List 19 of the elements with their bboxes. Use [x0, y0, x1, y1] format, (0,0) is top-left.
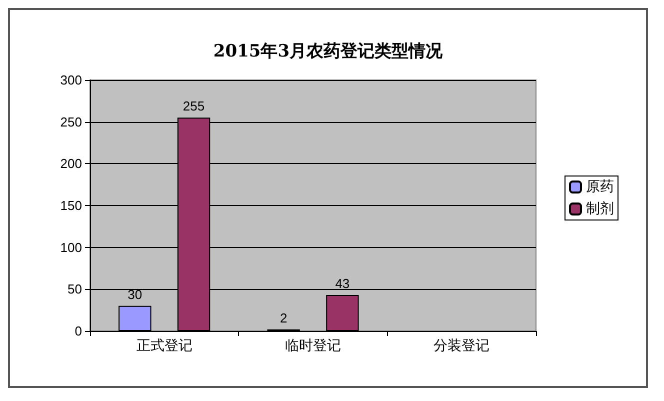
- y-tick-label: 250: [60, 114, 82, 130]
- y-tick-label: 150: [60, 198, 82, 213]
- y-tick-label: 300: [60, 72, 82, 88]
- data-label: 255: [182, 98, 205, 114]
- y-tick-label: 50: [68, 282, 82, 297]
- x-tick-label: 临时登记: [285, 338, 341, 354]
- y-tick-label: 200: [60, 156, 82, 172]
- legend-label: 原药: [586, 179, 614, 195]
- bar: [118, 306, 152, 331]
- chart-title: 2015年3月农药登记类型情况: [213, 42, 444, 62]
- bar: [326, 295, 359, 331]
- x-tick-label: 正式登记: [136, 338, 192, 354]
- data-label: 30: [128, 286, 142, 302]
- data-label: 43: [335, 276, 350, 292]
- y-tick-label: 0: [74, 324, 82, 338]
- x-tick-label: 分装登记: [434, 338, 490, 354]
- data-label: 2: [280, 310, 288, 326]
- legend-label: 制剂: [586, 201, 614, 217]
- y-tick-label: 100: [60, 240, 82, 255]
